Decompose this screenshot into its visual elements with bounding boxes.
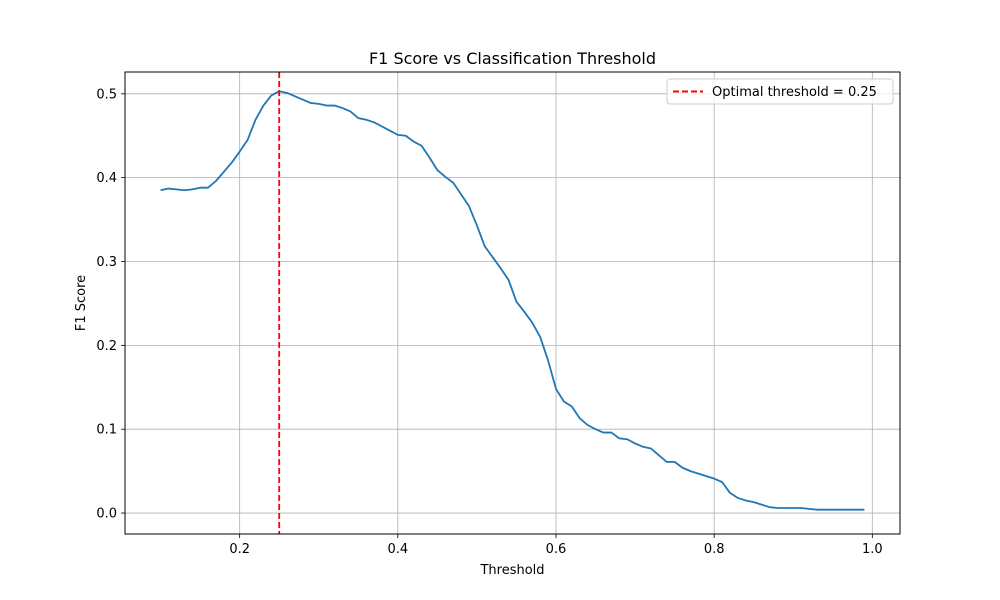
y-tick-label: 0.3 xyxy=(96,255,117,270)
y-tick-label: 0.4 xyxy=(96,171,117,186)
y-axis-label: F1 Score xyxy=(74,275,89,331)
x-tick-label: 0.2 xyxy=(229,542,250,557)
x-tick-label: 0.6 xyxy=(546,542,567,557)
legend-entry-optimal-threshold: Optimal threshold = 0.25 xyxy=(712,85,877,100)
plot-content xyxy=(160,72,865,534)
y-tick-label: 0.2 xyxy=(96,339,117,354)
y-tick-label: 0.5 xyxy=(96,87,117,102)
axes-frame xyxy=(124,71,901,535)
x-tick-label: 0.8 xyxy=(704,542,725,557)
y-tick-label: 0.0 xyxy=(96,507,117,522)
ticks: 0.2 0.4 0.6 0.8 1.0 0.0 0.1 0.2 0.3 0.4 0.5 xyxy=(96,87,882,557)
x-axis-label: Threshold xyxy=(479,563,544,578)
legend: Optimal threshold = 0.25 xyxy=(666,78,894,105)
chart-title: F1 Score vs Classification Threshold xyxy=(369,49,656,68)
series-line-f1-score xyxy=(160,90,865,511)
x-tick-label: 0.4 xyxy=(387,542,408,557)
x-tick-label: 1.0 xyxy=(862,542,883,557)
y-tick-label: 0.1 xyxy=(96,423,117,438)
legend-box xyxy=(666,78,894,105)
